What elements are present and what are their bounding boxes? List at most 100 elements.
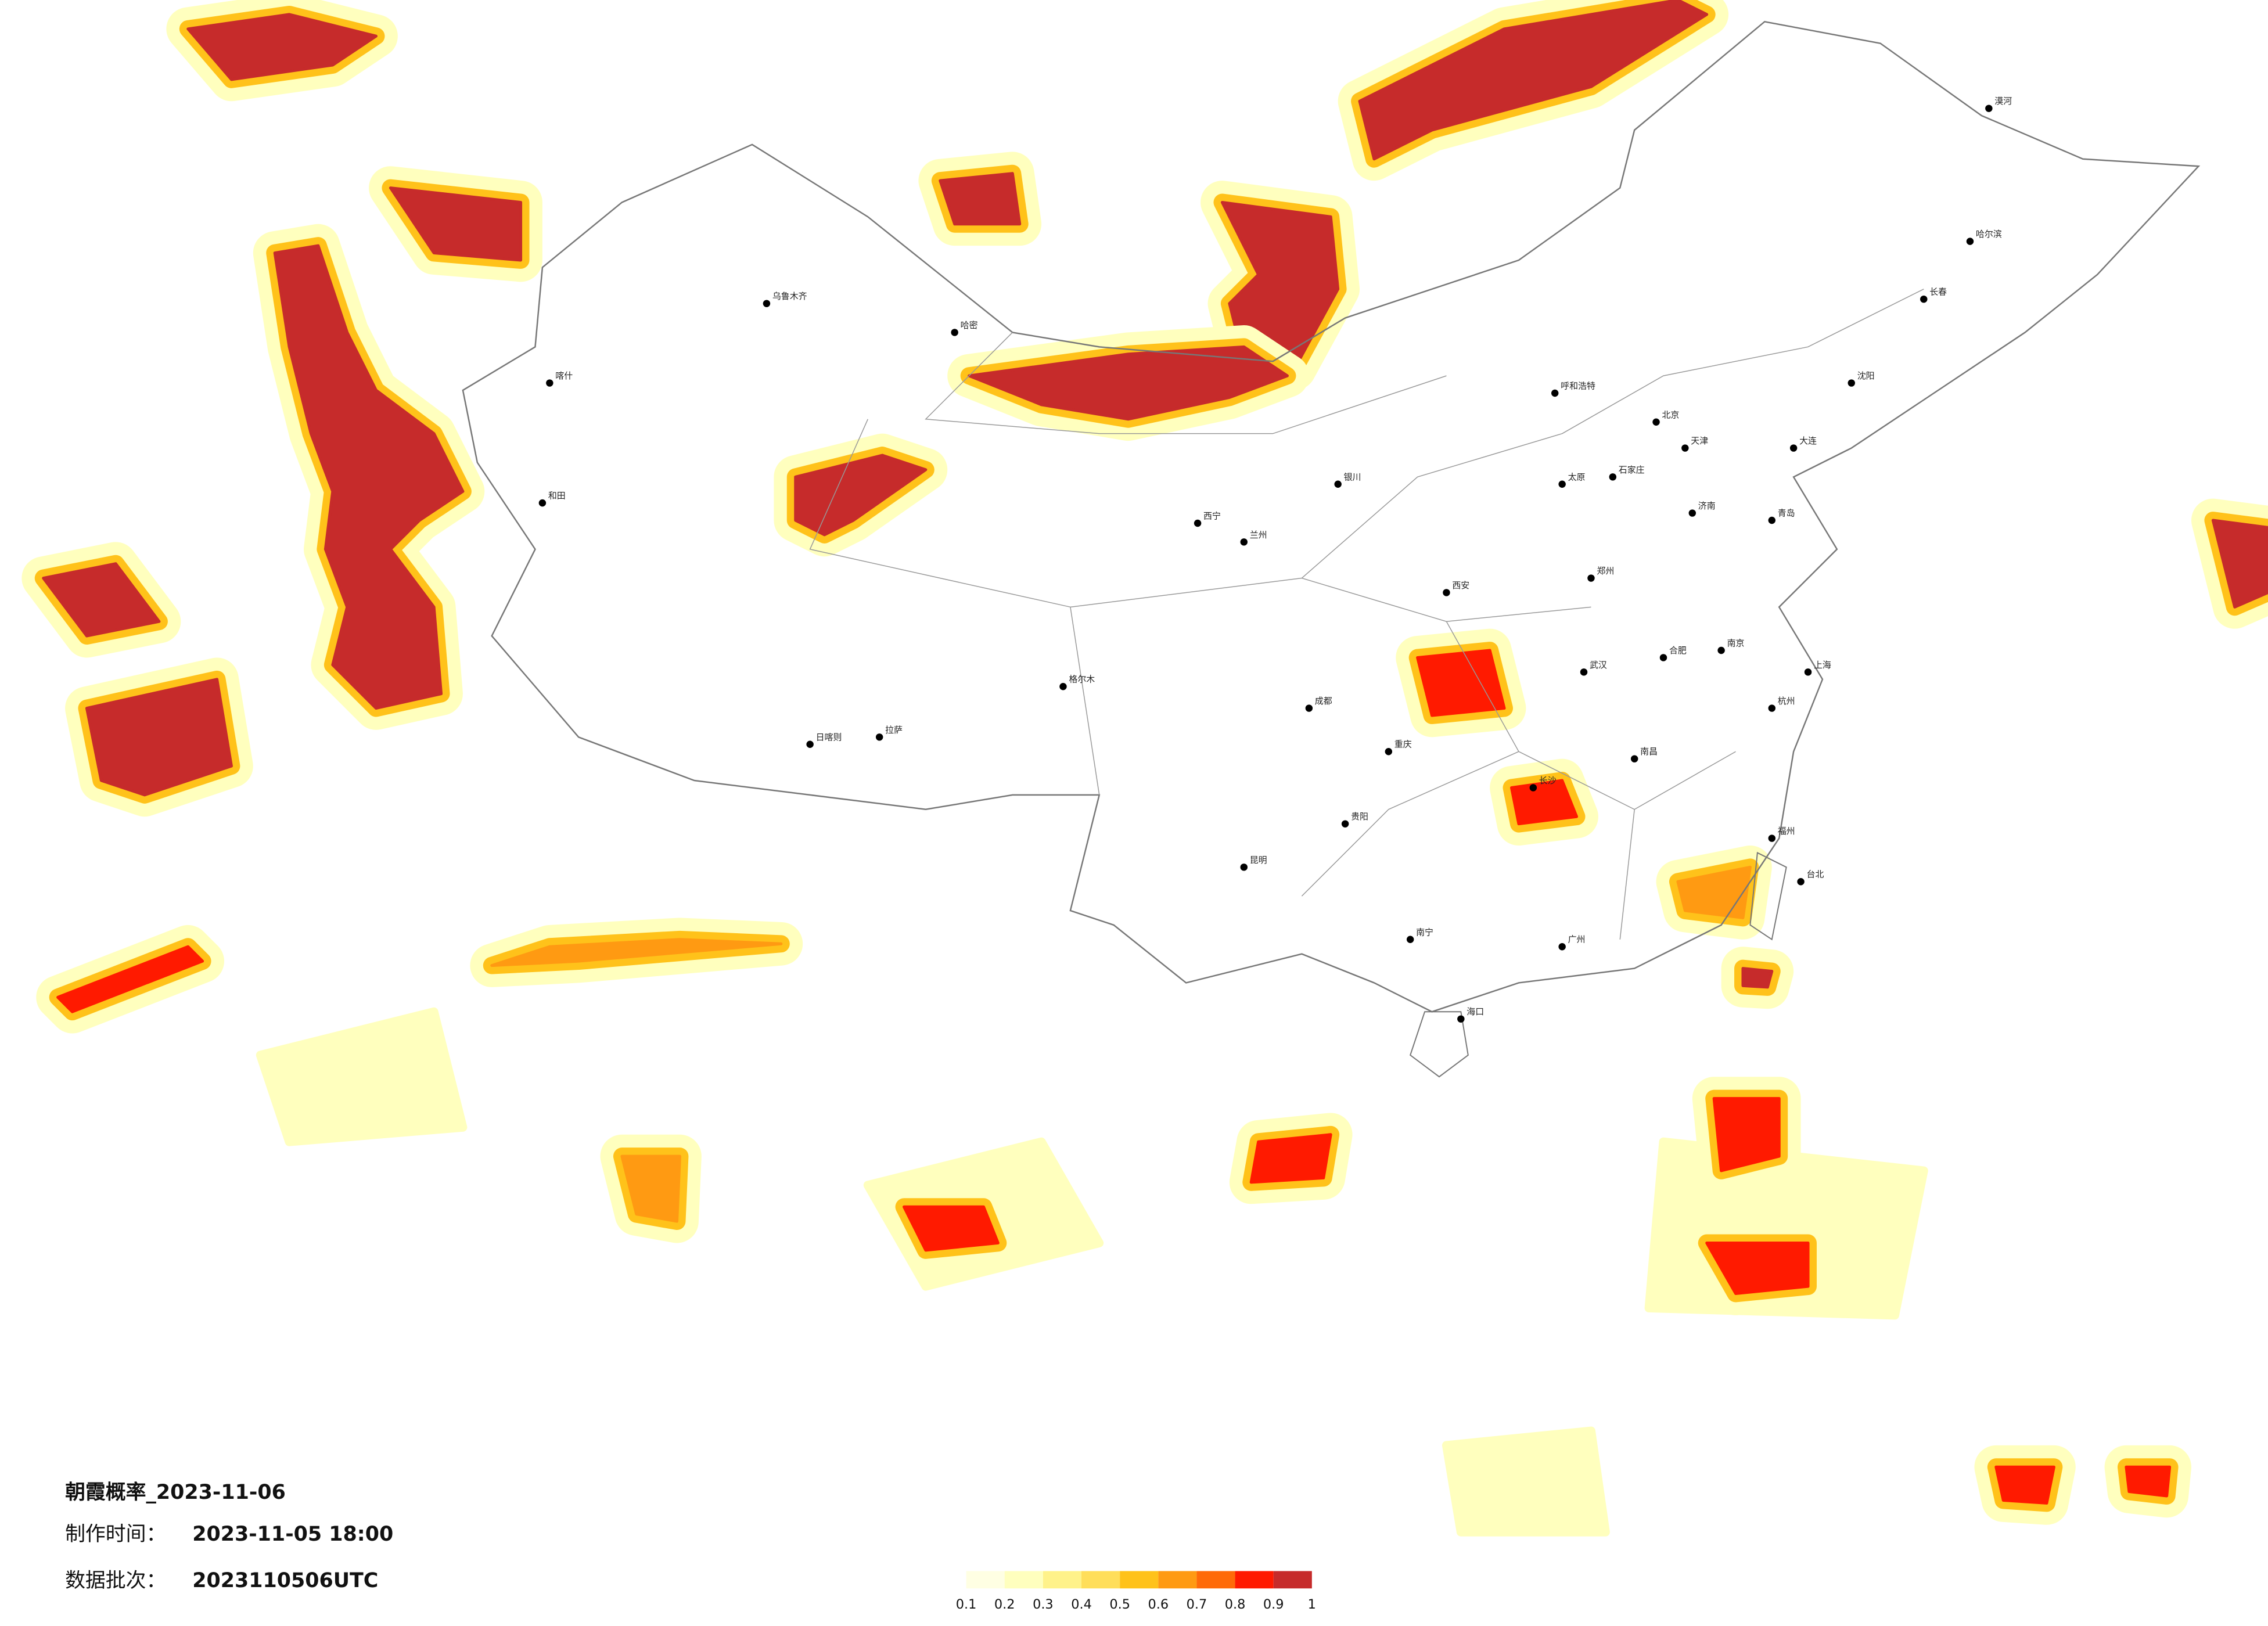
city-label: 重庆 bbox=[1394, 739, 1412, 750]
city-dot bbox=[1240, 864, 1248, 871]
city-dot bbox=[1717, 646, 1725, 654]
city-dot bbox=[806, 740, 814, 748]
city-label: 天津 bbox=[1691, 436, 1708, 446]
city-label: 银川 bbox=[1344, 472, 1361, 482]
city-label: 沈阳 bbox=[1857, 370, 1875, 381]
city-label: 南宁 bbox=[1416, 927, 1433, 937]
country-border bbox=[462, 21, 2201, 1013]
probability-area bbox=[1712, 1097, 1781, 1172]
colorbar-cell bbox=[1235, 1571, 1274, 1589]
probability-area bbox=[42, 562, 161, 638]
city-dot bbox=[1529, 784, 1537, 792]
probability-area bbox=[1358, 0, 1709, 161]
city-dot bbox=[1630, 755, 1638, 762]
city-label: 上海 bbox=[1814, 660, 1831, 670]
city-label: 南昌 bbox=[1640, 746, 1658, 757]
colorbar-tick-label: 0.6 bbox=[1148, 1597, 1169, 1612]
city-dot bbox=[1681, 444, 1689, 452]
colorbar-cell bbox=[1004, 1571, 1043, 1589]
city-dot bbox=[1194, 519, 1202, 527]
production-time-label: 制作时间： bbox=[65, 1523, 166, 1546]
production-time: 2023-11-05 18:00 bbox=[192, 1523, 393, 1546]
probability-area bbox=[1444, 1429, 1607, 1534]
city-dot bbox=[763, 300, 771, 307]
city-label: 兰州 bbox=[1250, 530, 1267, 540]
city-label: 格尔木 bbox=[1069, 674, 1095, 685]
probability-area bbox=[258, 1010, 465, 1143]
city-label: 南京 bbox=[1727, 638, 1745, 649]
colorbar-tick-label: 0.8 bbox=[1225, 1597, 1246, 1612]
city-dot bbox=[1457, 1015, 1465, 1023]
colorbar-cell bbox=[966, 1571, 1005, 1589]
probability-area bbox=[56, 945, 204, 1013]
city-dot bbox=[538, 499, 547, 507]
city-label: 广州 bbox=[1568, 934, 1586, 945]
city-label: 福州 bbox=[1778, 826, 1795, 836]
city-dot bbox=[1551, 389, 1559, 397]
city-dot bbox=[1659, 654, 1667, 661]
colorbar-cell bbox=[1081, 1571, 1120, 1589]
city-dot bbox=[1966, 238, 1974, 245]
city-dot bbox=[1558, 943, 1566, 951]
city-dot bbox=[1688, 509, 1696, 517]
probability-area bbox=[903, 1205, 1000, 1252]
city-dot bbox=[1240, 538, 1248, 546]
colorbar-cell bbox=[1273, 1571, 1312, 1589]
city-label: 大连 bbox=[1799, 436, 1817, 446]
city-dot bbox=[1804, 668, 1812, 676]
city-dot bbox=[951, 329, 958, 336]
probability-area bbox=[85, 678, 233, 797]
city-label: 太原 bbox=[1568, 472, 1586, 482]
city-dot bbox=[1334, 480, 1342, 488]
province-borders bbox=[809, 289, 1924, 940]
colorbar-tick-label: 0.5 bbox=[1109, 1597, 1130, 1612]
city-label: 乌鲁木齐 bbox=[772, 291, 807, 301]
colorbar-tick-label: 0.9 bbox=[1263, 1597, 1284, 1612]
city-dot bbox=[1443, 589, 1450, 596]
city-label: 昆明 bbox=[1250, 855, 1267, 865]
probability-area bbox=[389, 186, 523, 262]
city-dot bbox=[1406, 936, 1414, 943]
city-dot bbox=[1985, 105, 1993, 112]
city-dot bbox=[1059, 683, 1067, 690]
city-label: 西宁 bbox=[1203, 511, 1221, 521]
city-dot bbox=[1768, 704, 1776, 712]
city-label: 青岛 bbox=[1778, 508, 1795, 519]
city-label: 北京 bbox=[1662, 409, 1680, 420]
city-label: 呼和浩特 bbox=[1561, 381, 1595, 391]
colorbar: 0.1 0.2 0.3 0.4 0.5 0.6 0.7 0.8 0.9 1 bbox=[956, 1571, 1316, 1612]
city-label: 长春 bbox=[1929, 287, 1947, 297]
city-label: 喀什 bbox=[555, 370, 573, 381]
colorbar-tick-label: 0.2 bbox=[994, 1597, 1015, 1612]
colorbar-cell bbox=[1196, 1571, 1235, 1589]
city-dot bbox=[1609, 473, 1617, 481]
colorbar-tick-label: 0.7 bbox=[1187, 1597, 1207, 1612]
probability-area bbox=[1676, 865, 1752, 919]
city-dot bbox=[1789, 444, 1798, 452]
probability-area bbox=[794, 454, 928, 537]
city-label: 郑州 bbox=[1597, 566, 1614, 576]
city-label: 哈密 bbox=[961, 320, 978, 330]
city-label: 日喀则 bbox=[816, 732, 842, 742]
data-batch: 2023110506UTC bbox=[192, 1569, 378, 1592]
probability-area bbox=[1994, 1465, 2055, 1505]
city-label: 台北 bbox=[1807, 869, 1824, 880]
probability-area bbox=[1705, 1241, 1810, 1296]
probability-area bbox=[186, 13, 378, 81]
city-label: 贵阳 bbox=[1351, 811, 1368, 822]
probability-area bbox=[620, 1154, 681, 1223]
colorbar-cell bbox=[1158, 1571, 1197, 1589]
probability-area bbox=[490, 938, 783, 967]
city-dot bbox=[1385, 748, 1393, 756]
probability-area bbox=[2211, 519, 2268, 609]
city-dot bbox=[1587, 574, 1595, 582]
city-dot bbox=[1768, 834, 1776, 842]
colorbar-tick-label: 1 bbox=[1308, 1597, 1316, 1612]
islands bbox=[1410, 851, 1787, 1078]
city-dot bbox=[1341, 820, 1349, 828]
city-label: 西安 bbox=[1452, 580, 1469, 591]
city-dot bbox=[1920, 295, 1928, 303]
probability-area bbox=[968, 345, 1289, 421]
